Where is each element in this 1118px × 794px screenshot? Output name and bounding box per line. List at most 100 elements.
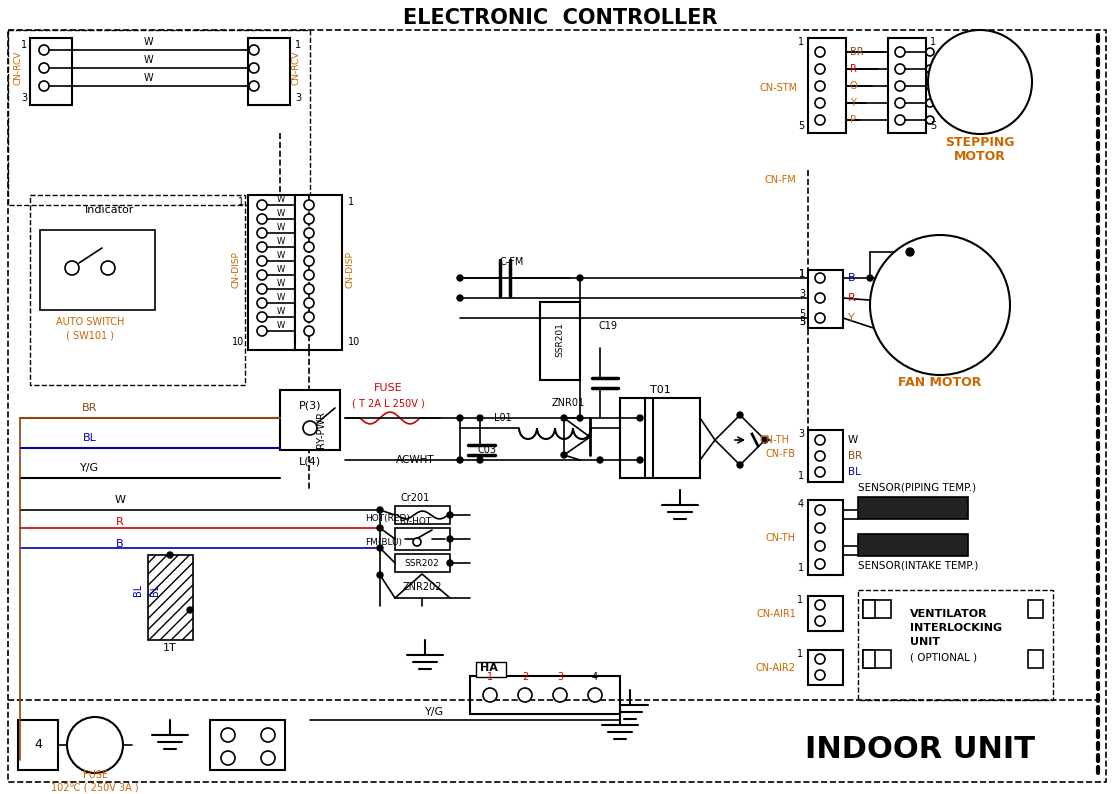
Text: 3: 3 (798, 429, 804, 439)
Text: BL: BL (847, 467, 861, 477)
Circle shape (303, 421, 318, 435)
Circle shape (815, 654, 825, 664)
Bar (863, 650, 875, 668)
Text: FUSE: FUSE (83, 770, 107, 780)
Circle shape (815, 47, 825, 57)
Text: BR: BR (850, 47, 863, 57)
Text: C-FM: C-FM (500, 257, 524, 267)
Text: VENTILATOR: VENTILATOR (910, 609, 987, 619)
Circle shape (249, 81, 259, 91)
Circle shape (457, 415, 463, 421)
Circle shape (815, 98, 825, 108)
Text: HA: HA (480, 663, 498, 673)
Bar (1027, 600, 1043, 618)
Bar (248, 195, 295, 350)
Text: W: W (143, 37, 153, 47)
Text: CN-TH: CN-TH (766, 533, 796, 543)
Text: 10: 10 (348, 337, 360, 347)
Text: CN-FM: CN-FM (765, 175, 796, 185)
Circle shape (906, 248, 915, 256)
Text: STEPPING: STEPPING (945, 136, 1015, 148)
Circle shape (67, 717, 123, 773)
Text: 3: 3 (799, 289, 805, 299)
Bar (858, 497, 968, 519)
Text: W: W (114, 495, 125, 505)
Text: W: W (277, 264, 285, 273)
Circle shape (588, 688, 601, 702)
Circle shape (257, 270, 267, 280)
Text: Y/G: Y/G (426, 707, 445, 717)
Circle shape (637, 415, 643, 421)
Circle shape (457, 457, 463, 463)
Circle shape (304, 200, 314, 210)
Text: R: R (847, 293, 855, 303)
Text: 4: 4 (34, 738, 42, 751)
Text: INDOOR UNIT: INDOOR UNIT (805, 735, 1035, 765)
Text: T01: T01 (650, 385, 671, 395)
Text: ZNR202: ZNR202 (402, 582, 442, 592)
Circle shape (866, 275, 873, 281)
Circle shape (815, 313, 825, 323)
Bar (395, 554, 451, 572)
Circle shape (561, 452, 567, 458)
Text: 1: 1 (348, 197, 354, 207)
Circle shape (577, 275, 582, 281)
Text: ELECTRONIC  CONTROLLER: ELECTRONIC CONTROLLER (402, 8, 718, 28)
Circle shape (815, 293, 825, 303)
Circle shape (927, 263, 937, 273)
Circle shape (257, 298, 267, 308)
Text: 1: 1 (238, 197, 244, 207)
Circle shape (457, 295, 463, 301)
Circle shape (447, 512, 453, 518)
Circle shape (577, 415, 582, 421)
Circle shape (257, 214, 267, 224)
Circle shape (65, 261, 79, 275)
Circle shape (896, 64, 904, 74)
Bar (476, 662, 506, 677)
Text: C19: C19 (598, 321, 617, 331)
Text: B: B (847, 273, 855, 283)
Circle shape (477, 457, 483, 463)
Bar (808, 38, 846, 133)
Bar (148, 555, 193, 640)
Circle shape (304, 298, 314, 308)
Text: 1T: 1T (163, 643, 177, 653)
Text: AUTO SWITCH: AUTO SWITCH (56, 317, 124, 327)
Circle shape (553, 688, 567, 702)
Text: CN-AIR2: CN-AIR2 (756, 663, 796, 673)
Circle shape (926, 48, 934, 56)
Circle shape (260, 751, 275, 765)
Circle shape (483, 688, 498, 702)
Circle shape (377, 507, 383, 513)
Bar (863, 600, 891, 618)
Text: CN-TH: CN-TH (760, 435, 790, 445)
Text: ZNR01: ZNR01 (551, 398, 585, 408)
Text: Y: Y (847, 313, 855, 323)
Circle shape (221, 728, 235, 742)
Bar (540, 302, 580, 380)
Circle shape (896, 98, 904, 108)
Text: 5: 5 (798, 121, 804, 131)
Text: 4: 4 (591, 672, 598, 682)
Text: W: W (277, 321, 285, 330)
Text: W: W (277, 292, 285, 302)
Text: C03: C03 (477, 445, 496, 455)
Text: BR: BR (847, 451, 862, 461)
Bar (808, 650, 843, 685)
Text: INTERLOCKING: INTERLOCKING (910, 623, 1002, 633)
Bar (395, 506, 451, 524)
Text: CN-RCV: CN-RCV (13, 51, 22, 85)
Circle shape (221, 751, 235, 765)
Bar (808, 596, 843, 631)
Text: 1: 1 (799, 269, 805, 279)
Text: 1: 1 (798, 37, 804, 47)
Circle shape (926, 99, 934, 107)
Circle shape (926, 65, 934, 73)
Bar (858, 534, 968, 556)
Text: 5: 5 (798, 317, 805, 327)
Circle shape (257, 256, 267, 266)
Bar (248, 38, 290, 105)
Bar (858, 590, 1053, 700)
Text: 1: 1 (798, 471, 804, 481)
Bar (30, 195, 245, 385)
